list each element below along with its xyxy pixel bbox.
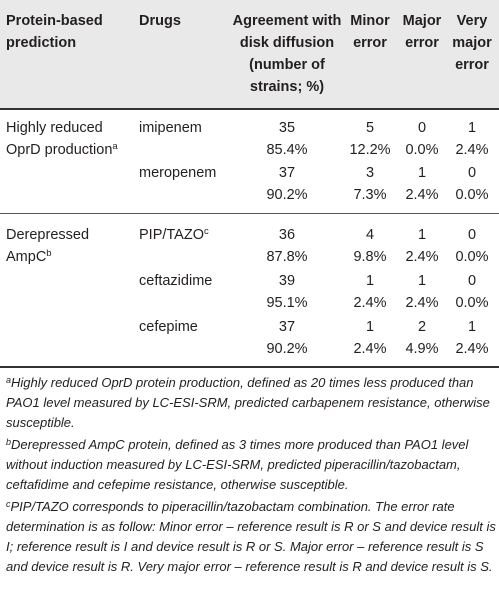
minor-count: 5 (365, 120, 375, 136)
very-major-count: 1 (467, 120, 477, 136)
group-label-line2: AmpCb (6, 246, 52, 268)
group-label-line1: Derepressed (6, 227, 90, 243)
very-major-count: 0 (467, 227, 477, 243)
footnote-text: PIP/TAZO corresponds to piperacillin/taz… (6, 499, 496, 574)
header-very-major-line: error (455, 57, 489, 73)
header-rule (0, 108, 499, 110)
drug-name: imipenem (139, 120, 202, 136)
header-agreement-line: Agreement with (232, 13, 342, 29)
drug-name: ceftazidime (139, 273, 213, 289)
header-agreement: Agreement with disk diffusion (number of… (222, 10, 352, 98)
drug-name-text: PIP/TAZO (139, 227, 204, 243)
agreement-percent: 90.2% (266, 187, 308, 203)
agreement-count: 36 (278, 227, 296, 243)
group-label-text: AmpC (6, 249, 47, 265)
footnote-mark: a (6, 375, 12, 385)
agreement-percent: 95.1% (266, 295, 308, 311)
footnote-mark: c (6, 499, 11, 509)
drug-name: meropenem (139, 165, 217, 181)
header-drugs: Drugs (139, 10, 181, 32)
footnote-text: Derepressed AmpC protein, defined as 3 t… (6, 437, 469, 492)
minor-percent: 12.2% (349, 142, 391, 158)
very-major-percent: 2.4% (455, 142, 489, 158)
header-very-major-error: Very major error (447, 10, 497, 76)
agreement-percent: 87.8% (266, 249, 308, 265)
group-label-line1: Highly reduced (6, 120, 103, 136)
major-count: 1 (417, 227, 427, 243)
major-count: 1 (417, 165, 427, 181)
footnote-ref: c (204, 226, 209, 237)
group-label-line2: OprD productiona (6, 139, 118, 161)
major-percent: 4.9% (405, 341, 439, 357)
very-major-percent: 2.4% (455, 341, 489, 357)
header-prediction: Protein-based prediction (6, 10, 103, 54)
footnote-b: bDerepressed AmpC protein, defined as 3 … (6, 435, 496, 495)
header-prediction-line: prediction (6, 35, 77, 51)
header-minor-line: Minor (350, 13, 390, 29)
header-minor-line: error (353, 35, 387, 51)
major-percent: 2.4% (405, 249, 439, 265)
agreement-count: 39 (278, 273, 296, 289)
header-agreement-line: disk diffusion (239, 35, 335, 51)
minor-count: 1 (365, 273, 375, 289)
footnote-ref: a (112, 141, 118, 152)
major-count: 2 (417, 319, 427, 335)
very-major-count: 1 (467, 319, 477, 335)
minor-percent: 9.8% (353, 249, 387, 265)
drug-name: PIP/TAZOc (139, 224, 209, 246)
footnote-mark: b (6, 437, 12, 447)
header-drugs-label: Drugs (139, 13, 181, 29)
header-major-line: Major (402, 13, 442, 29)
table-header: Protein-based prediction Drugs Agreement… (0, 0, 499, 108)
agreement-percent: 85.4% (266, 142, 308, 158)
very-major-percent: 0.0% (455, 249, 489, 265)
minor-percent: 7.3% (353, 187, 387, 203)
header-very-major-line: Very (456, 13, 488, 29)
very-major-percent: 0.0% (455, 295, 489, 311)
header-prediction-line: Protein-based (6, 13, 103, 29)
major-count: 1 (417, 273, 427, 289)
minor-count: 1 (365, 319, 375, 335)
header-agreement-line: (number of (249, 57, 325, 73)
header-major-error: Major error (397, 10, 447, 54)
header-agreement-line: strains; %) (249, 79, 325, 95)
major-percent: 2.4% (405, 295, 439, 311)
footnote-c: cPIP/TAZO corresponds to piperacillin/ta… (6, 497, 496, 577)
minor-count: 4 (365, 227, 375, 243)
footnote-text: Highly reduced OprD protein production, … (6, 375, 490, 430)
header-very-major-line: major (452, 35, 492, 51)
agreement-count: 37 (278, 319, 296, 335)
group-label-text: OprD production (6, 142, 113, 158)
very-major-count: 0 (467, 273, 477, 289)
major-count: 0 (417, 120, 427, 136)
table-bottom-rule (0, 366, 499, 368)
very-major-percent: 0.0% (455, 187, 489, 203)
drug-name: cefepime (139, 319, 198, 335)
agreement-count: 35 (278, 120, 296, 136)
header-major-line: error (405, 35, 439, 51)
footnote-ref: b (46, 248, 52, 259)
agreement-count: 37 (278, 165, 296, 181)
footnote-a: aHighly reduced OprD protein production,… (6, 373, 496, 433)
group-rule (0, 213, 499, 214)
major-percent: 0.0% (405, 142, 439, 158)
very-major-count: 0 (467, 165, 477, 181)
agreement-percent: 90.2% (266, 341, 308, 357)
minor-percent: 2.4% (353, 295, 387, 311)
header-minor-error: Minor error (341, 10, 399, 54)
major-percent: 2.4% (405, 187, 439, 203)
minor-count: 3 (365, 165, 375, 181)
minor-percent: 2.4% (353, 341, 387, 357)
